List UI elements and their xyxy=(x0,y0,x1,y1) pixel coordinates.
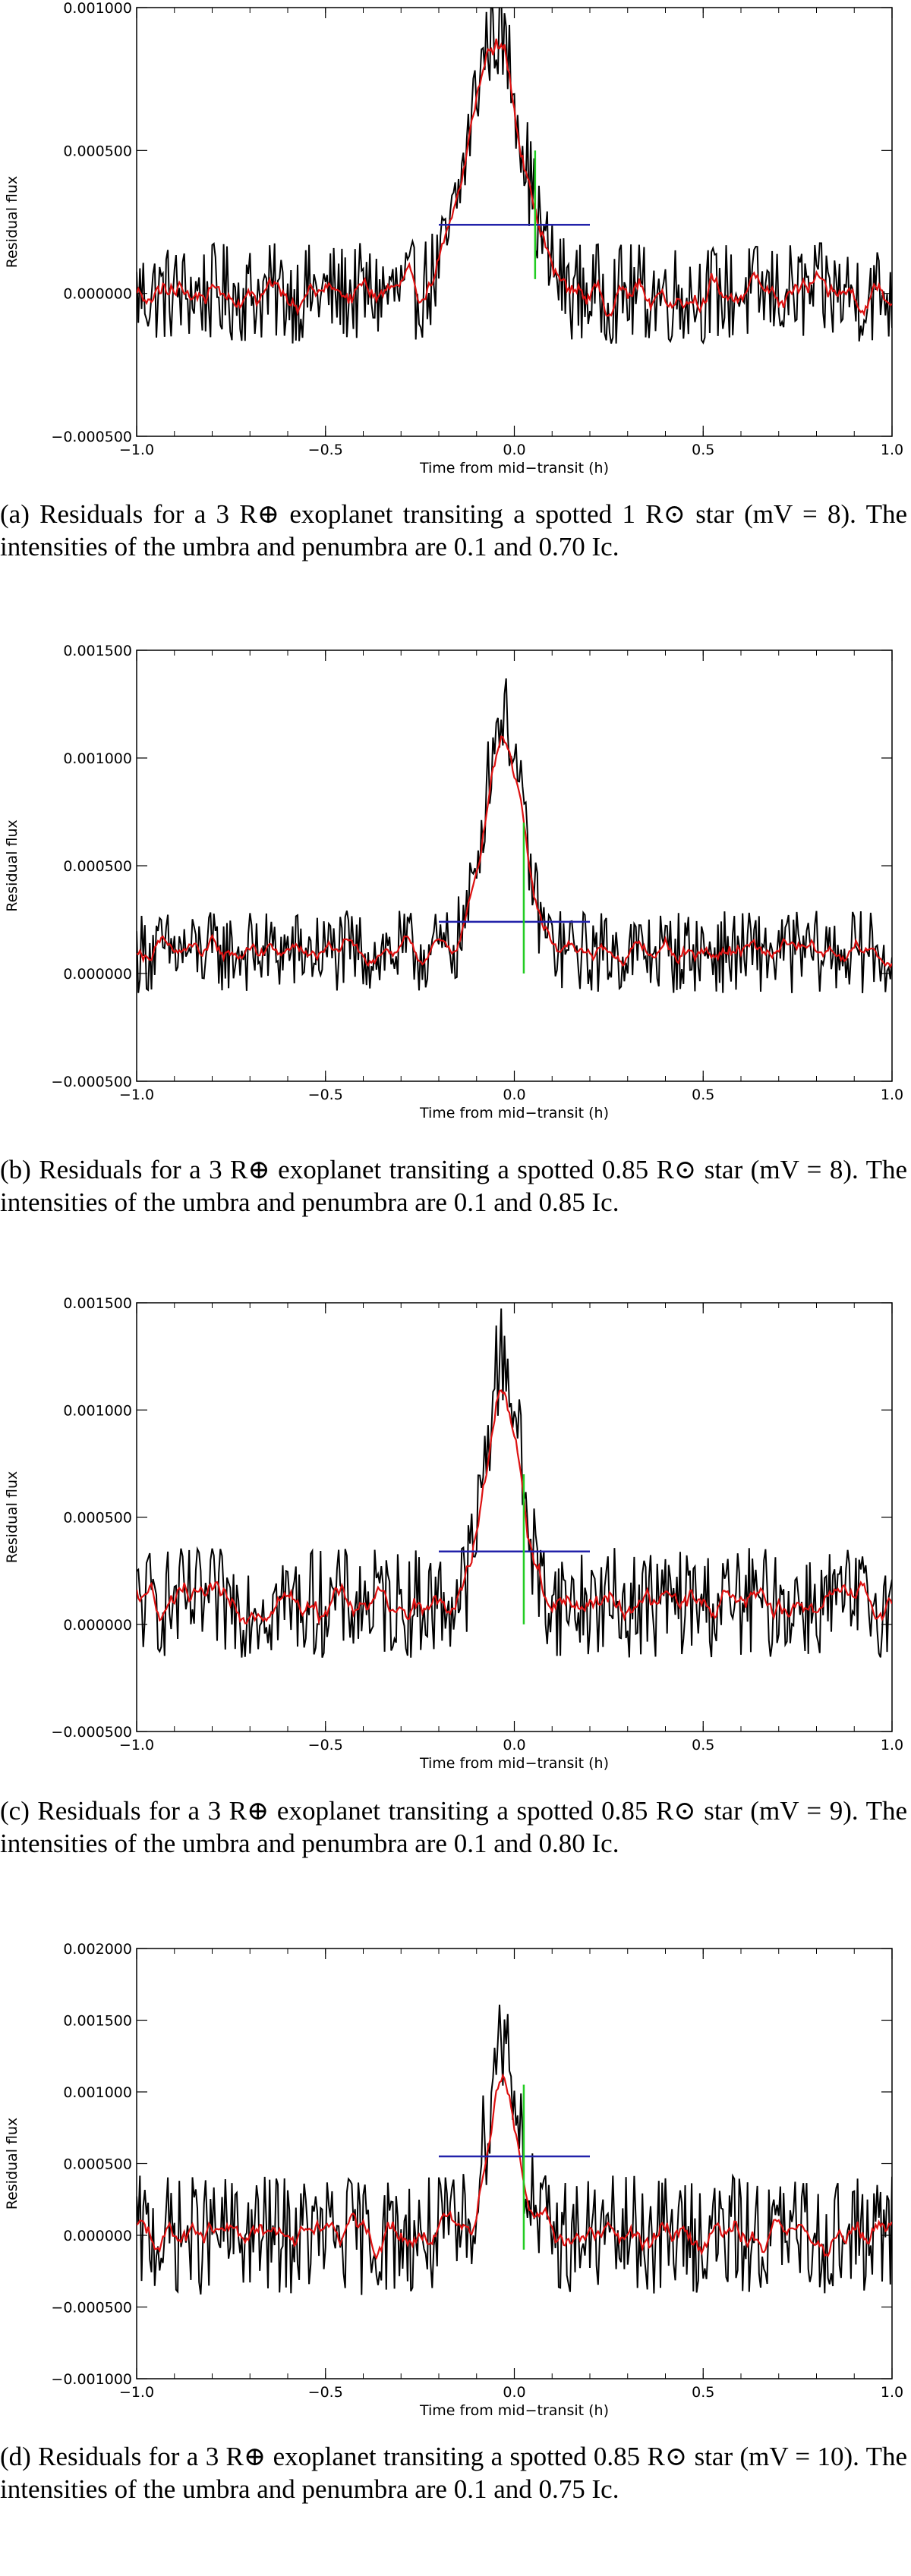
figure-panel-b: −1.0 −0.5 0.0 0.5 1.0 −0.000500 0.000000 0.0005… xyxy=(0,637,911,1290)
x-tick-label: 1.0 xyxy=(881,1737,903,1754)
y-tick-label: −0.000500 xyxy=(51,1724,132,1741)
y-tick-label: −0.001000 xyxy=(51,2371,132,2388)
y-axis-label: Residual flux xyxy=(4,1471,20,1564)
y-tick-label: 0.001500 xyxy=(63,2013,132,2030)
y-tick-label: 0.001500 xyxy=(63,643,132,659)
residual-series-line xyxy=(137,2004,892,2295)
y-tick-label: 0.001000 xyxy=(63,0,132,17)
x-tick-label: 0.0 xyxy=(503,1737,525,1754)
x-tick-label: −0.5 xyxy=(308,2384,343,2401)
y-tick-label: 0.000500 xyxy=(63,1510,132,1527)
x-tick-label: 1.0 xyxy=(881,2384,903,2401)
x-tick-label: 0.5 xyxy=(692,2384,714,2401)
caption-c-text: (c) Residuals for a 3 R⊕ exoplanet trans… xyxy=(0,1796,907,1858)
x-tick-label: −1.0 xyxy=(119,1737,154,1754)
y-tick-label: 0.000500 xyxy=(63,143,132,159)
x-axis-label: Time from mid−transit (h) xyxy=(419,1755,609,1772)
x-axis-label: Time from mid−transit (h) xyxy=(419,2402,609,2419)
x-tick-label: −0.5 xyxy=(308,442,343,458)
chart-d: −1.0 −0.5 0.0 0.5 1.0 −0.001000 −0.000500 0.000… xyxy=(4,1941,903,2419)
y-tick-label: −0.000500 xyxy=(51,1074,132,1090)
caption-d: (d) Residuals for a 3 R⊕ exoplanet trans… xyxy=(0,2440,907,2505)
x-tick-label: 1.0 xyxy=(881,442,903,458)
y-tick-label: 0.001000 xyxy=(63,1402,132,1419)
residual-series-line xyxy=(137,678,892,993)
caption-d-text: (d) Residuals for a 3 R⊕ exoplanet trans… xyxy=(0,2442,907,2504)
caption-a-text: (a) Residuals for a 3 R⊕ exoplanet trans… xyxy=(0,499,907,561)
y-tick-label: 0.000000 xyxy=(63,2228,132,2244)
plot-frame xyxy=(136,1948,893,2379)
y-axis-label: Residual flux xyxy=(4,176,20,269)
x-tick-label: 1.0 xyxy=(881,1087,903,1103)
plot-frame xyxy=(136,7,893,437)
smoothed-series-line xyxy=(137,1389,892,1625)
smoothed-series-line xyxy=(137,2073,892,2260)
x-tick-label: −1.0 xyxy=(119,2384,154,2401)
figure-panel-a: −1.0 −0.5 0.0 0.5 1.0 −0.000500 0.000000 0.0005… xyxy=(0,0,911,637)
x-tick-label: −0.5 xyxy=(308,1087,343,1103)
figure-panel-d: −1.0 −0.5 0.0 0.5 1.0 −0.001000 −0.000500 0.000… xyxy=(0,1935,911,2576)
y-tick-label: 0.000500 xyxy=(63,858,132,875)
caption-b-text: (b) Residuals for a 3 R⊕ exoplanet trans… xyxy=(0,1155,907,1217)
figure-panel-c: −1.0 −0.5 0.0 0.5 1.0 −0.000500 0.000000 0.0005… xyxy=(0,1290,911,1935)
y-axis-label: Residual flux xyxy=(4,2118,20,2210)
smoothed-series-line xyxy=(137,38,892,317)
y-tick-label: 0.000000 xyxy=(63,1617,132,1634)
plot-frame xyxy=(136,650,893,1082)
residual-series-line xyxy=(137,1308,892,1658)
y-tick-label: 0.000000 xyxy=(63,966,132,983)
chart-a: −1.0 −0.5 0.0 0.5 1.0 −0.000500 0.000000 0.0005… xyxy=(4,0,903,477)
y-tick-label: 0.000500 xyxy=(63,2156,132,2173)
plot-frame xyxy=(136,1302,893,1732)
chart-b: −1.0 −0.5 0.0 0.5 1.0 −0.000500 0.000000 0.0005… xyxy=(4,643,903,1121)
x-tick-label: −1.0 xyxy=(119,1087,154,1103)
y-tick-label: −0.000500 xyxy=(51,429,132,445)
x-tick-label: 0.5 xyxy=(692,1737,714,1754)
y-axis-label: Residual flux xyxy=(4,819,20,912)
y-tick-label: 0.001500 xyxy=(63,1295,132,1312)
caption-b: (b) Residuals for a 3 R⊕ exoplanet trans… xyxy=(0,1153,907,1219)
y-tick-label: 0.001000 xyxy=(63,750,132,767)
x-tick-label: −1.0 xyxy=(119,442,154,458)
y-tick-label: 0.002000 xyxy=(63,1941,132,1958)
chart-c: −1.0 −0.5 0.0 0.5 1.0 −0.000500 0.000000 0.0005… xyxy=(4,1295,903,1772)
caption-a: (a) Residuals for a 3 R⊕ exoplanet trans… xyxy=(0,498,907,563)
x-tick-label: 0.5 xyxy=(692,1087,714,1103)
x-tick-label: 0.0 xyxy=(503,1087,525,1103)
x-tick-label: 0.0 xyxy=(503,2384,525,2401)
y-tick-label: 0.001000 xyxy=(63,2084,132,2101)
residual-series-line xyxy=(137,8,892,345)
caption-c: (c) Residuals for a 3 R⊕ exoplanet trans… xyxy=(0,1794,907,1860)
x-tick-label: 0.5 xyxy=(692,442,714,458)
x-tick-label: −0.5 xyxy=(308,1737,343,1754)
y-tick-label: −0.000500 xyxy=(51,2300,132,2317)
smoothed-series-line xyxy=(137,735,892,969)
x-axis-label: Time from mid−transit (h) xyxy=(419,1105,609,1121)
y-tick-label: 0.000000 xyxy=(63,286,132,303)
x-axis-label: Time from mid−transit (h) xyxy=(419,460,609,477)
x-tick-label: 0.0 xyxy=(503,442,525,458)
